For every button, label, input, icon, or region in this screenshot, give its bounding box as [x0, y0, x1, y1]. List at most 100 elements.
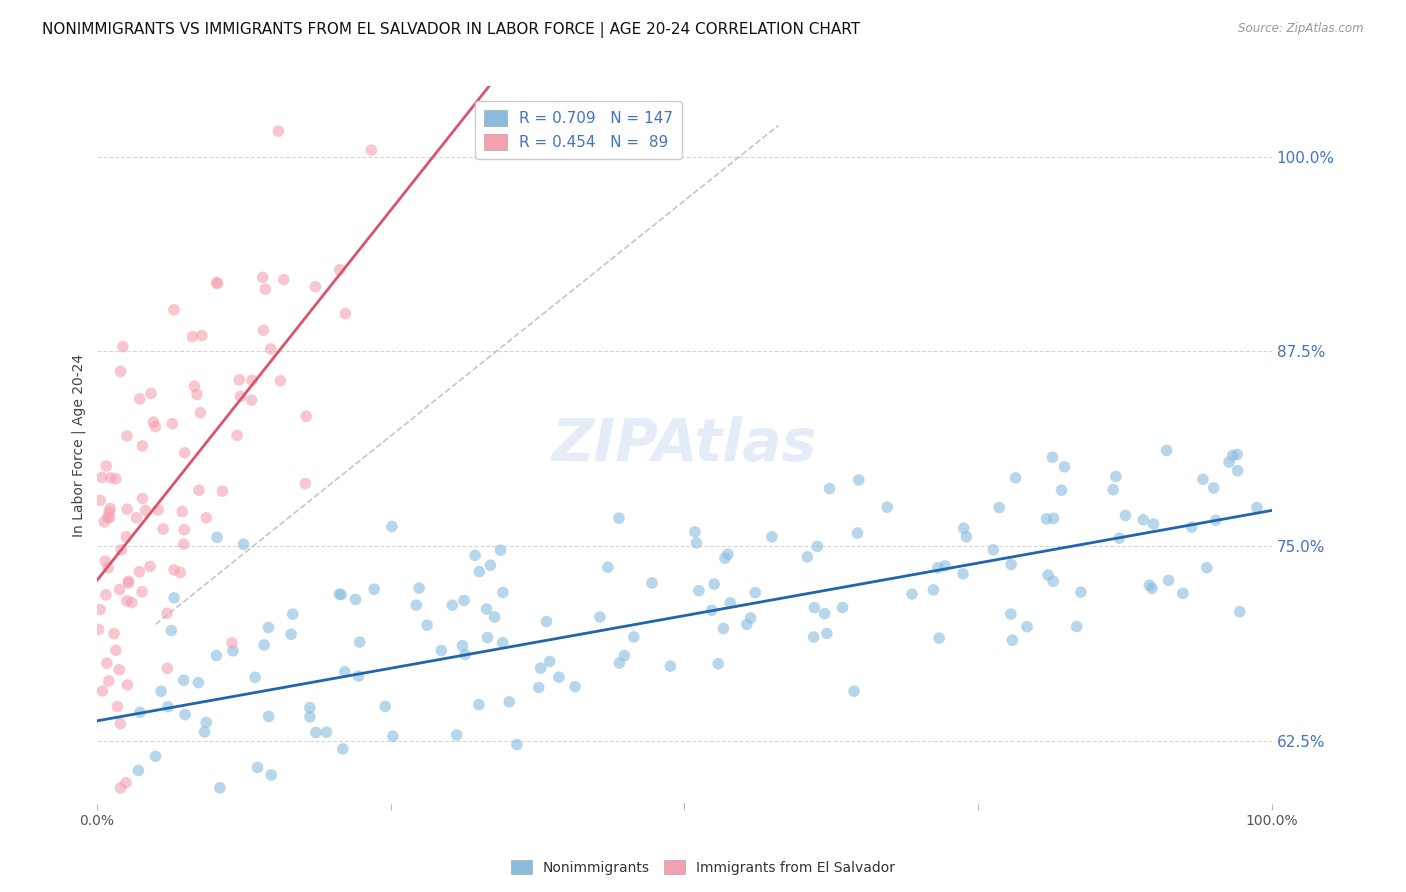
Point: [1105, 469, 1128, 483]
Point: [195, 510, 218, 524]
Point: [922, 582, 945, 597]
Point: [152, 522, 174, 536]
Point: [641, 576, 664, 591]
Point: [305, 725, 328, 739]
Point: [347, 669, 370, 683]
Legend: Nonimmigrants, Immigrants from El Salvador: Nonimmigrants, Immigrants from El Salvad…: [506, 855, 900, 880]
Point: [1015, 620, 1038, 634]
Point: [536, 615, 558, 629]
Point: [1246, 500, 1268, 515]
Point: [93, 515, 115, 529]
Point: [183, 379, 205, 393]
Point: [129, 706, 152, 720]
Point: [1070, 585, 1092, 599]
Point: [815, 626, 838, 640]
Point: [952, 566, 974, 581]
Point: [607, 511, 630, 525]
Point: [928, 631, 950, 645]
Point: [94, 588, 117, 602]
Point: [186, 387, 208, 401]
Point: [1000, 558, 1022, 572]
Point: [98, 510, 121, 524]
Point: [243, 670, 266, 684]
Point: [589, 610, 612, 624]
Point: [1140, 582, 1163, 596]
Point: [89, 602, 111, 616]
Point: [104, 472, 127, 486]
Point: [1036, 568, 1059, 582]
Point: [477, 631, 499, 645]
Point: [267, 124, 290, 138]
Point: [97, 561, 120, 575]
Point: [260, 342, 283, 356]
Point: [609, 656, 631, 670]
Point: [139, 386, 162, 401]
Point: [87, 623, 110, 637]
Point: [174, 707, 197, 722]
Point: [564, 680, 586, 694]
Point: [1114, 508, 1136, 523]
Point: [181, 329, 204, 343]
Point: [714, 551, 737, 566]
Point: [623, 630, 645, 644]
Point: [451, 639, 474, 653]
Point: [1132, 513, 1154, 527]
Point: [484, 610, 506, 624]
Text: Source: ZipAtlas.com: Source: ZipAtlas.com: [1239, 22, 1364, 36]
Point: [117, 678, 139, 692]
Point: [1050, 483, 1073, 498]
Point: [1001, 633, 1024, 648]
Point: [125, 510, 148, 524]
Text: NONIMMIGRANTS VS IMMIGRANTS FROM EL SALVADOR IN LABOR FORCE | AGE 20-24 CORRELAT: NONIMMIGRANTS VS IMMIGRANTS FROM EL SALV…: [42, 22, 860, 38]
Point: [257, 620, 280, 634]
Legend: R = 0.709   N = 147, R = 0.454   N =  89: R = 0.709 N = 147, R = 0.454 N = 89: [475, 101, 682, 159]
Point: [91, 684, 114, 698]
Point: [193, 725, 215, 739]
Point: [718, 596, 741, 610]
Point: [315, 725, 337, 739]
Point: [818, 482, 841, 496]
Point: [246, 760, 269, 774]
Point: [1139, 578, 1161, 592]
Point: [98, 501, 121, 516]
Point: [142, 415, 165, 429]
Point: [1226, 464, 1249, 478]
Point: [330, 588, 353, 602]
Point: [492, 636, 515, 650]
Point: [252, 323, 274, 337]
Point: [813, 607, 835, 621]
Point: [441, 598, 464, 612]
Point: [683, 524, 706, 539]
Point: [335, 307, 357, 321]
Point: [1205, 513, 1227, 527]
Point: [846, 526, 869, 541]
Point: [228, 373, 250, 387]
Point: [207, 277, 229, 291]
Point: [131, 439, 153, 453]
Point: [294, 476, 316, 491]
Point: [468, 698, 491, 712]
Point: [105, 699, 128, 714]
Point: [148, 503, 170, 517]
Point: [1156, 443, 1178, 458]
Point: [98, 505, 121, 519]
Point: [90, 470, 112, 484]
Point: [360, 143, 382, 157]
Point: [205, 530, 228, 544]
Point: [901, 587, 924, 601]
Point: [205, 648, 228, 663]
Point: [232, 537, 254, 551]
Point: [548, 670, 571, 684]
Point: [208, 780, 231, 795]
Point: [156, 699, 179, 714]
Point: [269, 374, 291, 388]
Point: [468, 565, 491, 579]
Point: [187, 675, 209, 690]
Point: [145, 749, 167, 764]
Point: [489, 543, 512, 558]
Point: [735, 617, 758, 632]
Point: [344, 592, 367, 607]
Point: [349, 635, 371, 649]
Point: [332, 742, 354, 756]
Point: [117, 576, 139, 591]
